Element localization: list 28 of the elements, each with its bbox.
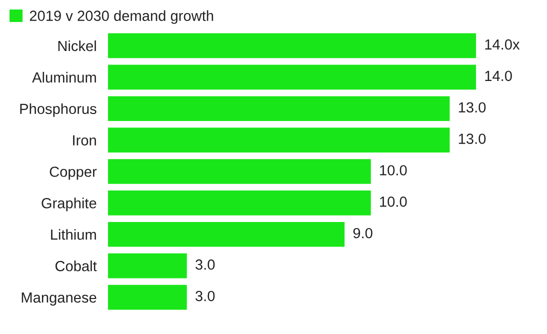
y-tick-label: Lithium [51,229,96,240]
data-label: 3.0 [196,259,215,270]
y-tick-label: Manganese [22,292,96,306]
y-tick-label: Copper [50,166,97,180]
bar [108,159,371,184]
y-tick-label: Graphite [42,198,96,212]
data-label: 9.0 [353,228,372,238]
bar [108,284,187,310]
y-tick-label: Cobalt [55,260,97,272]
data-label: 14.0 [485,70,512,82]
data-label: 10.0 [380,196,407,207]
data-label: 13.0 [458,134,486,144]
data-label: 10.0 [380,165,407,176]
y-tick-label: Iron [73,135,96,146]
bar [108,64,476,90]
bar [108,128,450,152]
bar [108,222,345,247]
bar [108,190,371,216]
y-tick-label: Nickel [58,40,96,52]
data-label: 3.0 [196,290,215,302]
legend-label: 2019 v 2030 demand growth [30,10,214,24]
bar [108,33,476,58]
data-label: 14.0x [485,39,520,50]
data-label: 13.0 [458,102,486,113]
y-tick-label: Aluminum [32,72,96,83]
bar [108,96,450,122]
y-tick-label: Phosphorus [20,103,96,117]
bar [108,253,187,278]
